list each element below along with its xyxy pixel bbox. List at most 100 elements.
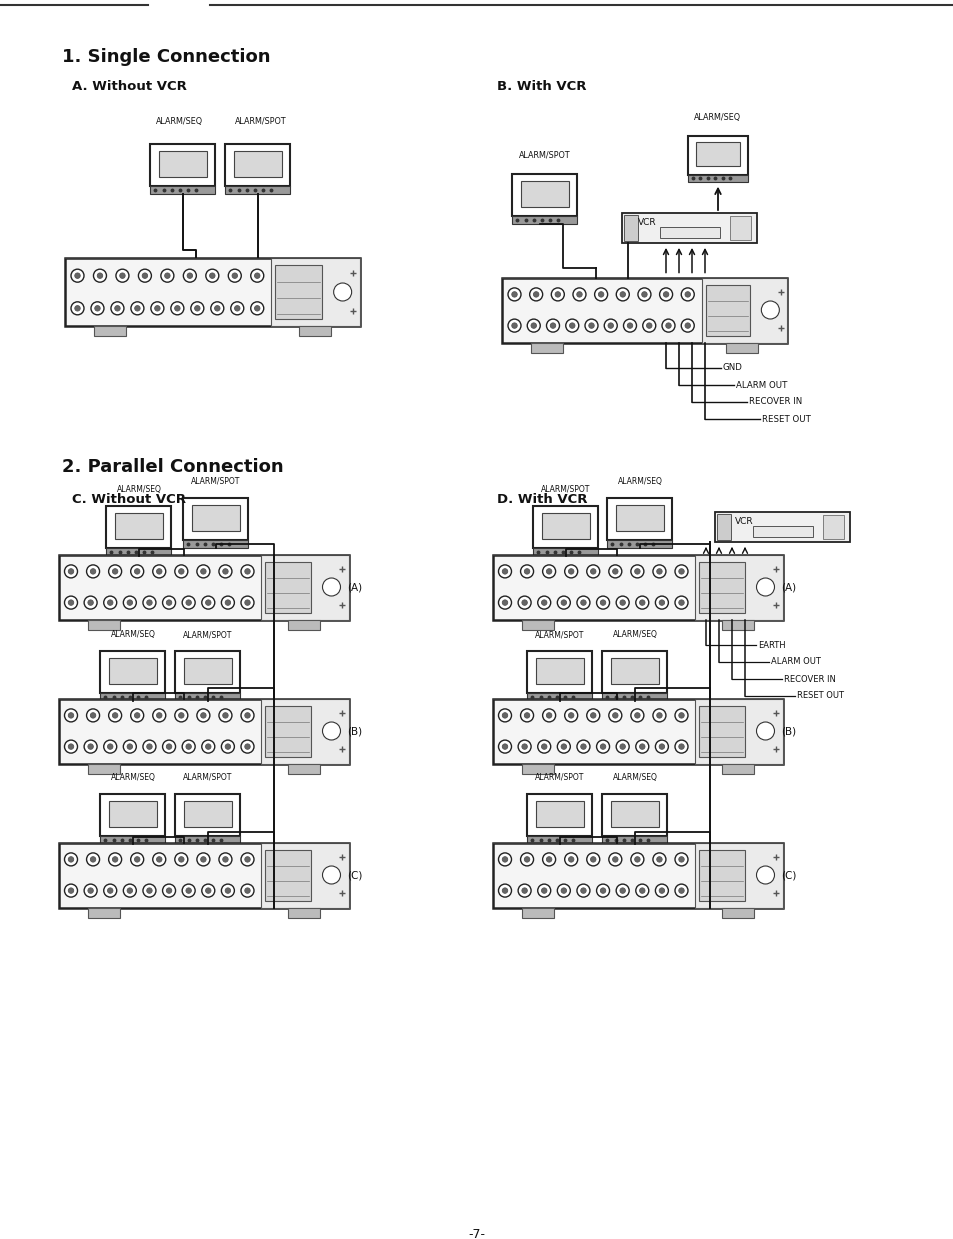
Bar: [541, 513, 590, 539]
Circle shape: [551, 287, 564, 301]
Circle shape: [656, 569, 661, 574]
Text: RECOVER IN: RECOVER IN: [748, 398, 801, 406]
Circle shape: [756, 722, 774, 740]
Circle shape: [577, 740, 589, 753]
Bar: [59, 699, 349, 763]
Circle shape: [127, 888, 132, 893]
Bar: [533, 548, 598, 556]
Circle shape: [656, 856, 661, 862]
Circle shape: [74, 306, 80, 311]
Circle shape: [580, 600, 585, 606]
Circle shape: [131, 565, 144, 577]
Circle shape: [74, 273, 80, 279]
Circle shape: [174, 565, 188, 577]
Circle shape: [131, 709, 144, 722]
Circle shape: [131, 302, 144, 315]
Circle shape: [511, 291, 517, 297]
Circle shape: [84, 740, 97, 753]
Bar: [493, 699, 782, 763]
Circle shape: [87, 852, 99, 866]
Bar: [100, 836, 165, 844]
Circle shape: [659, 888, 664, 893]
Circle shape: [590, 712, 596, 719]
Bar: [159, 151, 207, 177]
Circle shape: [612, 856, 618, 862]
Circle shape: [652, 565, 665, 577]
Bar: [726, 342, 758, 353]
Circle shape: [662, 291, 668, 297]
Circle shape: [756, 579, 774, 596]
Circle shape: [586, 709, 599, 722]
Circle shape: [619, 888, 625, 893]
Circle shape: [71, 269, 84, 282]
Circle shape: [91, 712, 95, 719]
Circle shape: [546, 856, 551, 862]
Circle shape: [166, 600, 172, 606]
Circle shape: [205, 600, 211, 606]
Circle shape: [202, 885, 214, 897]
Circle shape: [630, 852, 643, 866]
Bar: [59, 843, 349, 907]
Circle shape: [84, 596, 97, 610]
Bar: [265, 705, 311, 757]
Bar: [753, 525, 812, 536]
Circle shape: [498, 852, 511, 866]
Bar: [512, 173, 577, 216]
Text: ALARM/SEQ: ALARM/SEQ: [116, 484, 161, 494]
Circle shape: [245, 856, 250, 862]
Circle shape: [577, 291, 581, 297]
Bar: [527, 650, 592, 693]
Bar: [66, 258, 360, 326]
Circle shape: [234, 306, 240, 311]
Circle shape: [546, 320, 558, 332]
Bar: [100, 650, 165, 693]
Circle shape: [537, 596, 550, 610]
Bar: [717, 514, 730, 540]
Circle shape: [138, 269, 152, 282]
Text: (B): (B): [781, 726, 796, 736]
Bar: [192, 504, 240, 532]
Circle shape: [568, 569, 574, 574]
Circle shape: [557, 885, 570, 897]
Circle shape: [134, 856, 140, 862]
Circle shape: [112, 569, 118, 574]
Circle shape: [760, 301, 779, 318]
Text: D. With VCR: D. With VCR: [497, 493, 587, 506]
Text: EARTH: EARTH: [758, 641, 785, 649]
Text: ALARM/SPOT: ALARM/SPOT: [535, 773, 584, 782]
Circle shape: [147, 888, 152, 893]
Circle shape: [541, 600, 546, 606]
Circle shape: [586, 565, 599, 577]
Circle shape: [501, 712, 507, 719]
Circle shape: [678, 712, 683, 719]
Bar: [271, 258, 360, 326]
Circle shape: [127, 743, 132, 750]
Circle shape: [104, 596, 116, 610]
Circle shape: [254, 306, 260, 311]
Bar: [151, 186, 215, 193]
Bar: [715, 512, 850, 541]
Circle shape: [639, 743, 644, 750]
Text: ALARM/SEQ: ALARM/SEQ: [156, 116, 203, 126]
Circle shape: [174, 852, 188, 866]
Bar: [184, 800, 232, 828]
Circle shape: [142, 273, 148, 279]
Circle shape: [521, 743, 527, 750]
Circle shape: [565, 320, 578, 332]
Circle shape: [501, 888, 507, 893]
Circle shape: [182, 740, 195, 753]
Circle shape: [156, 856, 162, 862]
Circle shape: [65, 596, 77, 610]
Circle shape: [675, 852, 687, 866]
Text: ALARM/SEQ: ALARM/SEQ: [111, 773, 155, 782]
Circle shape: [684, 323, 690, 328]
Circle shape: [221, 885, 234, 897]
Circle shape: [134, 569, 140, 574]
Circle shape: [205, 743, 211, 750]
Circle shape: [652, 852, 665, 866]
Circle shape: [659, 287, 672, 301]
Circle shape: [174, 709, 188, 722]
Circle shape: [612, 569, 618, 574]
Bar: [225, 144, 291, 186]
Circle shape: [200, 712, 206, 719]
